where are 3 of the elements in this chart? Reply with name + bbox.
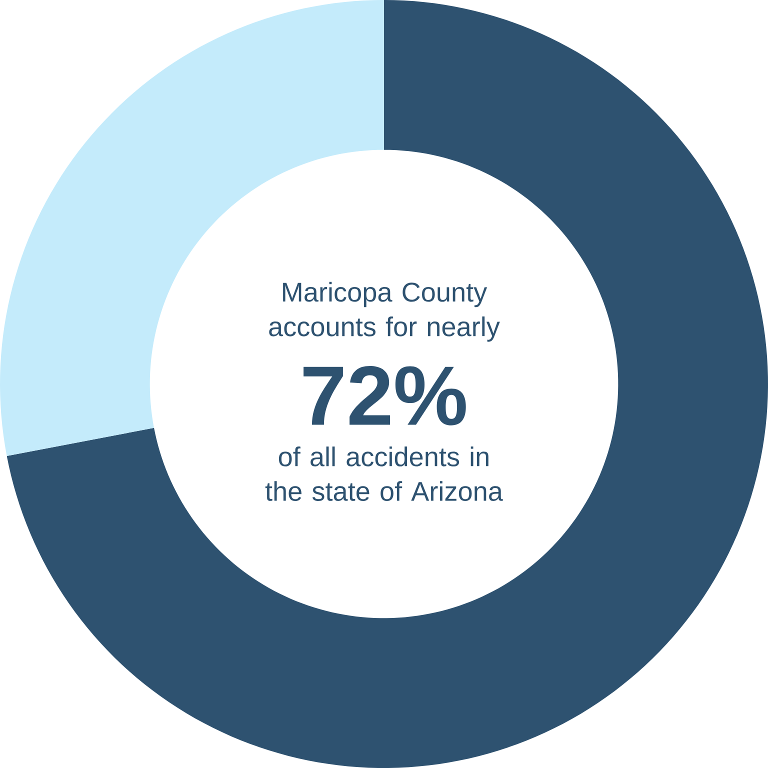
text: Maricopa County accounts for nearly bbox=[269, 282, 500, 342]
text: of all accidents in the state of Arizona bbox=[265, 446, 503, 501]
text: 72% bbox=[304, 366, 466, 426]
